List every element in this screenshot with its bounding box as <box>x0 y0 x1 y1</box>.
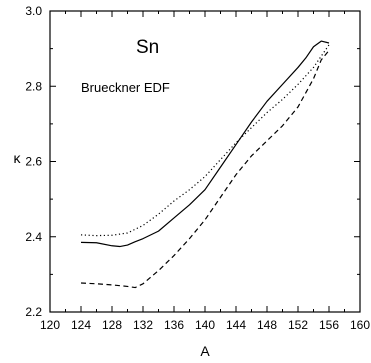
x-tick-label: 120 <box>40 318 60 332</box>
y-tick-label: 3.0 <box>25 4 42 18</box>
x-tick-label: 156 <box>319 318 339 332</box>
chart-title: Sn <box>136 37 159 58</box>
x-tick-label: 152 <box>288 318 308 332</box>
x-axis-ticks: 120 124 128 132 136 140 144 148 152 156 160 <box>40 11 370 332</box>
y-tick-label: 2.4 <box>25 230 42 244</box>
x-tick-label: 144 <box>226 318 246 332</box>
series-line-dashed <box>80 50 330 289</box>
chart-annotation: Brueckner EDF <box>81 80 170 95</box>
x-tick-label: 140 <box>195 318 215 332</box>
x-tick-label: 160 <box>350 318 370 332</box>
x-axis-label: A <box>200 343 210 359</box>
plot-frame <box>49 10 361 313</box>
plot-border <box>49 10 361 313</box>
series-line-dotted <box>80 44 330 237</box>
y-tick-label: 2.2 <box>25 305 42 319</box>
x-tick-label: 128 <box>102 318 122 332</box>
x-tick-label: 132 <box>133 318 153 332</box>
y-axis-ticks: 2.2 2.4 2.6 2.8 3.0 <box>25 4 360 319</box>
y-axis-label: κ <box>14 150 22 166</box>
x-tick-label: 148 <box>257 318 277 332</box>
series-layer <box>80 40 330 289</box>
x-tick-label: 136 <box>164 318 184 332</box>
y-tick-label: 2.6 <box>25 155 42 169</box>
y-tick-label: 2.8 <box>25 79 42 93</box>
series-line-solid <box>80 40 330 248</box>
x-tick-label: 124 <box>71 318 91 332</box>
